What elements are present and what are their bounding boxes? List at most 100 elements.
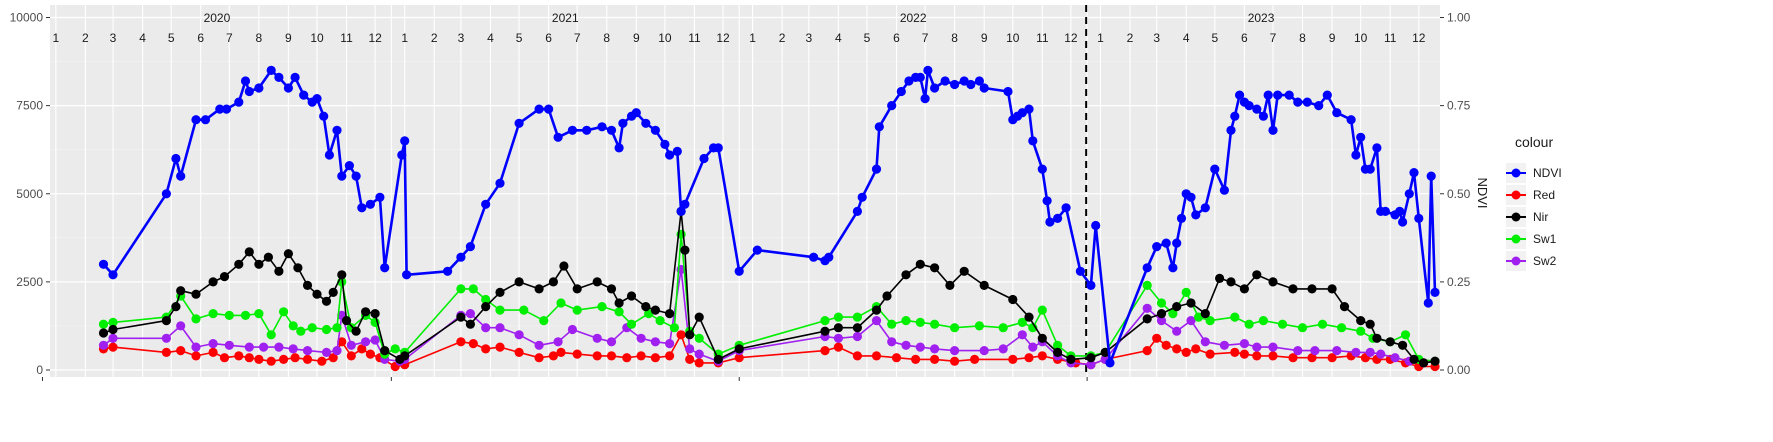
data-point-nir: [380, 346, 390, 356]
data-point-nir: [852, 323, 863, 333]
data-point-ndvi: [1219, 185, 1229, 195]
month-label: 6: [197, 31, 204, 45]
data-point-red: [357, 344, 367, 354]
year-label: 2023: [1248, 11, 1275, 25]
month-label: 5: [516, 31, 523, 45]
data-point-ndvi: [606, 125, 617, 135]
data-point-ndvi: [1302, 97, 1312, 107]
legend-key-point: [1511, 190, 1521, 200]
data-point-sw2: [1200, 337, 1210, 347]
data-point-ndvi: [966, 79, 976, 90]
right-axis-title: NDVI: [1475, 177, 1490, 208]
data-point-sw1: [915, 317, 925, 327]
data-point-sw1: [1400, 330, 1411, 340]
data-point-ndvi: [344, 161, 354, 171]
data-point-red: [290, 353, 300, 363]
data-point-ndvi: [1042, 196, 1052, 206]
data-point-sw2: [1310, 346, 1320, 356]
data-point-nir: [1037, 333, 1047, 343]
data-point-nir: [1226, 277, 1236, 287]
left-axis-tick-label: 2500: [16, 275, 43, 289]
data-point-sw1: [669, 323, 680, 333]
data-point-sw1: [208, 309, 218, 319]
data-point-sw2: [650, 337, 661, 347]
data-point-nir: [1409, 354, 1419, 364]
data-point-nir: [713, 354, 723, 364]
data-point-red: [108, 342, 118, 352]
data-point-ndvi: [244, 86, 254, 97]
month-label: 3: [1153, 31, 1160, 45]
data-point-red: [1327, 353, 1337, 363]
data-point-ndvi: [650, 125, 661, 135]
data-point-sw2: [1332, 346, 1342, 356]
data-point-nir: [1024, 312, 1034, 322]
data-point-sw1: [1244, 319, 1254, 329]
data-point-sw2: [1017, 330, 1027, 340]
legend-label: Red: [1533, 188, 1555, 202]
data-point-nir: [930, 263, 940, 273]
data-point-ndvi: [274, 72, 284, 82]
left-axis-tick-label: 0: [36, 363, 43, 377]
data-point-sw2: [1172, 326, 1182, 336]
data-point-ndvi: [240, 76, 251, 86]
data-point-nir: [302, 280, 313, 290]
year-label: 2021: [552, 11, 579, 25]
data-point-red: [622, 353, 632, 363]
data-point-nir: [361, 307, 371, 317]
data-point-red: [1239, 349, 1249, 359]
data-point-ndvi: [1398, 217, 1408, 227]
data-point-sw2: [208, 339, 218, 349]
data-point-ndvi: [713, 143, 723, 153]
data-point-nir: [191, 289, 201, 299]
month-label: 9: [981, 31, 988, 45]
legend-label: Sw1: [1533, 232, 1557, 246]
data-point-ndvi: [852, 206, 863, 216]
data-point-nir: [514, 277, 524, 287]
data-point-nir: [979, 280, 989, 290]
data-point-sw1: [495, 305, 505, 315]
left-axis-tick-label: 5000: [16, 187, 43, 201]
data-point-nir: [959, 266, 969, 276]
data-point-sw1: [1356, 326, 1366, 336]
data-point-ndvi: [319, 111, 329, 121]
data-point-ndvi: [337, 171, 347, 181]
month-label: 2: [779, 31, 786, 45]
month-label: 4: [835, 31, 842, 45]
data-point-red: [495, 342, 505, 352]
data-point-sw1: [224, 310, 234, 320]
data-point-sw2: [1293, 346, 1303, 356]
data-point-sw1: [572, 305, 582, 315]
data-point-nir: [108, 324, 118, 335]
data-point-ndvi: [1024, 104, 1034, 114]
data-point-ndvi: [974, 76, 985, 86]
data-point-sw1: [901, 316, 911, 326]
data-point-nir: [481, 302, 491, 312]
data-point-sw1: [1037, 305, 1047, 315]
data-point-sw1: [481, 294, 491, 305]
month-label: 4: [487, 31, 494, 45]
data-point-ndvi: [495, 178, 505, 188]
data-point-sw2: [465, 309, 475, 319]
data-point-ndvi: [1395, 206, 1405, 216]
data-point-ndvi: [481, 199, 491, 209]
series-red: [98, 330, 1440, 372]
data-point-ndvi: [290, 72, 300, 82]
data-point-nir: [614, 298, 624, 308]
month-label: 5: [864, 31, 871, 45]
legend-title: colour: [1515, 134, 1553, 150]
data-point-ndvi: [1105, 358, 1115, 368]
data-point-sw1: [852, 312, 863, 322]
data-point-sw1: [1230, 312, 1240, 322]
data-point-ndvi: [215, 104, 225, 114]
month-label: 10: [1354, 31, 1368, 45]
data-point-nir: [1086, 353, 1096, 363]
month-label: 8: [951, 31, 958, 45]
data-point-red: [1142, 346, 1152, 356]
data-point-sw1: [694, 333, 704, 343]
data-point-red: [279, 354, 289, 364]
data-point-nir: [1172, 302, 1182, 312]
data-point-ndvi: [1003, 86, 1013, 97]
data-point-nir: [1419, 358, 1429, 368]
data-point-nir: [495, 287, 505, 297]
data-point-red: [1288, 353, 1298, 363]
